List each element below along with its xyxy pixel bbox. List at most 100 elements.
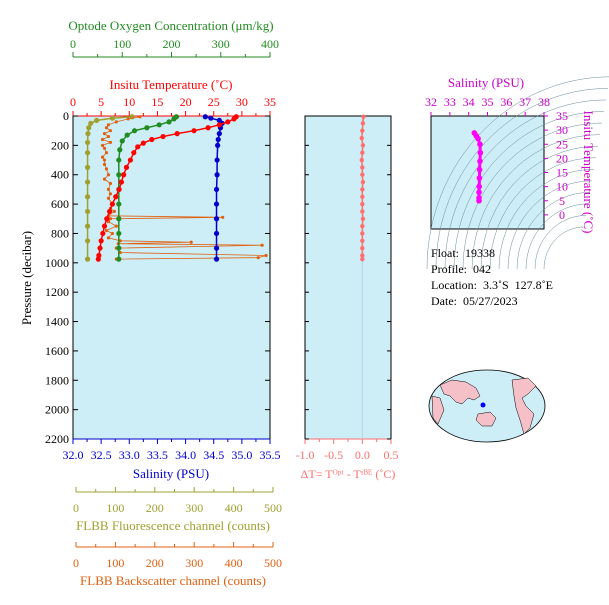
fluorescence-tick-label: 500 [264, 501, 282, 515]
pressure-tick-label: 600 [51, 197, 69, 211]
fluorescence-tick-label: 400 [225, 501, 243, 515]
temperature-point [104, 216, 110, 222]
temperature-point [97, 245, 103, 251]
ts-salinity-axis-title: Salinity (PSU) [448, 75, 524, 90]
density-contour [543, 226, 585, 270]
fluorescence-tick-label: 300 [185, 501, 203, 515]
fluorescence-point [84, 223, 91, 229]
density-contour [435, 88, 609, 270]
density-contour [480, 145, 599, 270]
ts-density-contours [426, 76, 609, 270]
backscatter-point [138, 115, 142, 119]
ts-salinity-tick-label: 34 [463, 95, 475, 109]
fluorescence-point [84, 256, 91, 262]
ts-plot-area [430, 115, 545, 230]
delta-t-plot-area [304, 115, 392, 440]
backscatter-point [102, 158, 107, 162]
oxygen-point [116, 245, 122, 251]
temperature-point [149, 136, 155, 143]
delta-t-point [361, 114, 366, 119]
ts-temperature-tick-label: 15 [556, 166, 568, 180]
salinity-point [213, 186, 220, 193]
main-plot-area [72, 115, 271, 440]
temperature-point [109, 201, 115, 207]
ts-point [476, 166, 483, 173]
backscatter-point [106, 123, 111, 127]
oxygen-point [117, 147, 123, 153]
salinity-point [202, 114, 208, 120]
pressure-tick-label: 400 [51, 168, 69, 182]
delta-t-series [359, 114, 366, 262]
oxygen-point [116, 157, 122, 163]
delta-t-point [360, 253, 365, 258]
temperature-point [106, 208, 113, 215]
delta-t-point [360, 201, 365, 207]
salinity-point [215, 136, 221, 143]
temperature-point [205, 125, 211, 131]
oxygen-point [119, 138, 125, 144]
temperature-point [123, 164, 130, 170]
temperature-point [191, 128, 197, 134]
salinity-point [215, 142, 221, 148]
delta-t-point [359, 157, 364, 163]
backscatter-point [106, 173, 111, 177]
salinity-point [213, 256, 220, 262]
ts-temperature-tick-label: 35 [556, 109, 568, 123]
fluorescence-point [84, 179, 91, 185]
delta-t-point [360, 194, 365, 199]
density-contour [498, 169, 595, 270]
fluorescence-point [84, 208, 91, 215]
backscatter-tick-label: 200 [146, 556, 164, 570]
backscatter-point [110, 231, 114, 236]
delta-t-tick-label: -0.5 [324, 448, 343, 462]
temperature-point [113, 194, 119, 200]
ts-salinity-tick-label: 37 [519, 95, 531, 109]
oxygen-axis: 0 100 200 300 400 [70, 37, 279, 58]
backscatter-tick-label: 100 [106, 556, 124, 570]
temperature-point [118, 179, 125, 185]
delta-t-point [360, 209, 365, 214]
fluorescence-point [84, 164, 91, 170]
backscatter-point [114, 120, 118, 124]
fluorescence-point [84, 194, 91, 200]
delta-t-tick-label: 0.5 [384, 448, 399, 462]
ts-point [475, 135, 481, 142]
oxygen-tick-label: 100 [113, 37, 131, 51]
fluorescence-axis-title: FLBB Fluorescence channel (counts) [76, 518, 270, 533]
backscatter-tick-label: 300 [185, 556, 203, 570]
temperature-point [225, 119, 231, 125]
backscatter-axis-title: FLBB Backscatter channel (counts) [80, 573, 266, 588]
backscatter-tick-label: 400 [225, 556, 243, 570]
ts-salinity-tick-label: 33 [444, 95, 456, 109]
backscatter-point [102, 132, 107, 136]
ts-series [471, 130, 484, 204]
temperature-tick-label: 0 [70, 95, 76, 109]
ts-temperature-tick-label: 25 [556, 137, 568, 151]
oxygen-tick-label: 300 [212, 37, 230, 51]
ts-point [476, 183, 483, 190]
density-contour [489, 157, 597, 270]
pressure-tick-label: 1400 [45, 315, 69, 329]
backscatter-point [102, 146, 107, 150]
oxygen-point [131, 128, 138, 134]
backscatter-point [126, 117, 130, 121]
delta-t-point [360, 143, 366, 148]
temperature-point [98, 238, 104, 244]
delta-t-point [360, 245, 365, 251]
salinity-point [216, 131, 222, 137]
backscatter-point [108, 129, 113, 133]
oxygen-point [166, 119, 172, 125]
oxygen-point [116, 172, 122, 178]
temperature-point [140, 140, 146, 146]
salinity-point [208, 115, 214, 121]
temperature-point [95, 256, 101, 262]
fluorescence-tick-label: 200 [146, 501, 164, 515]
delta-t-point [360, 150, 365, 155]
backscatter-point [106, 134, 111, 139]
salinity-axis-title: Salinity (PSU) [133, 466, 209, 481]
temperature-point [121, 172, 127, 178]
density-contour [444, 99, 607, 270]
temperature-point [116, 186, 122, 193]
ts-temperature-tick-label: 0 [559, 208, 565, 222]
